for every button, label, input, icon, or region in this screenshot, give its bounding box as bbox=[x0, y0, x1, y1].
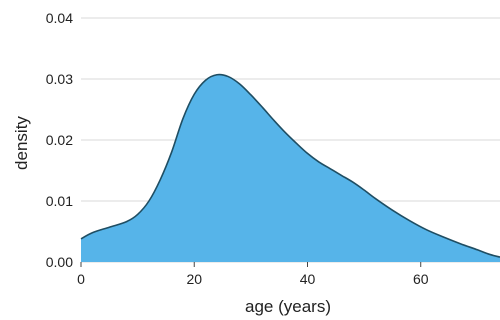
x-tick-label: 0 bbox=[77, 271, 85, 287]
density-area-fill bbox=[81, 74, 500, 262]
y-tick-label: 0.04 bbox=[46, 10, 73, 26]
y-axis-ticks: 0.00 0.01 0.02 0.03 0.04 bbox=[46, 10, 73, 270]
y-tick-label: 0.02 bbox=[46, 132, 73, 148]
x-axis-ticks: 0 20 40 60 bbox=[77, 262, 429, 287]
x-tick-label: 60 bbox=[413, 271, 429, 287]
y-axis-title: density bbox=[12, 116, 31, 170]
y-tick-label: 0.03 bbox=[46, 71, 73, 87]
y-tick-label: 0.00 bbox=[46, 254, 73, 270]
density-curve-line bbox=[80, 73, 500, 258]
x-tick-label: 20 bbox=[186, 271, 202, 287]
density-area-group bbox=[80, 73, 500, 262]
y-tick-label: 0.01 bbox=[46, 193, 73, 209]
x-tick-label: 40 bbox=[300, 271, 316, 287]
x-axis-title: age (years) bbox=[245, 297, 331, 316]
